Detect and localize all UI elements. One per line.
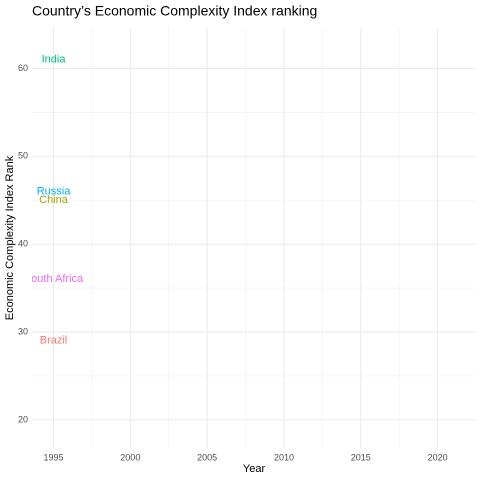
- x-tick-label: 2000: [120, 452, 140, 462]
- grid: [32, 28, 476, 448]
- y-axis-title: Economic Complexity Index Rank: [4, 155, 16, 320]
- x-tick-label: 2015: [351, 452, 371, 462]
- point-label: Brazil: [40, 335, 68, 347]
- point-label: Russia: [37, 185, 72, 197]
- point-label: China: [39, 194, 69, 206]
- panel: Brazil China India Russia South Africa: [24, 54, 84, 347]
- y-tick-label: 50: [18, 151, 28, 161]
- x-axis-title: Year: [243, 463, 266, 475]
- y-tick-label: 20: [18, 414, 28, 424]
- x-tick-label: 2020: [428, 452, 448, 462]
- y-tick-label: 40: [18, 239, 28, 249]
- x-tick-label: 2010: [274, 452, 294, 462]
- chart-title: Country’s Economic Complexity Index rank…: [32, 3, 317, 19]
- x-tick-label: 2005: [197, 452, 217, 462]
- point-label: India: [42, 54, 67, 66]
- y-tick-label: 60: [18, 63, 28, 73]
- point-label: South Africa: [24, 273, 84, 285]
- y-tick-label: 30: [18, 326, 28, 336]
- x-tick-label: 1995: [43, 452, 63, 462]
